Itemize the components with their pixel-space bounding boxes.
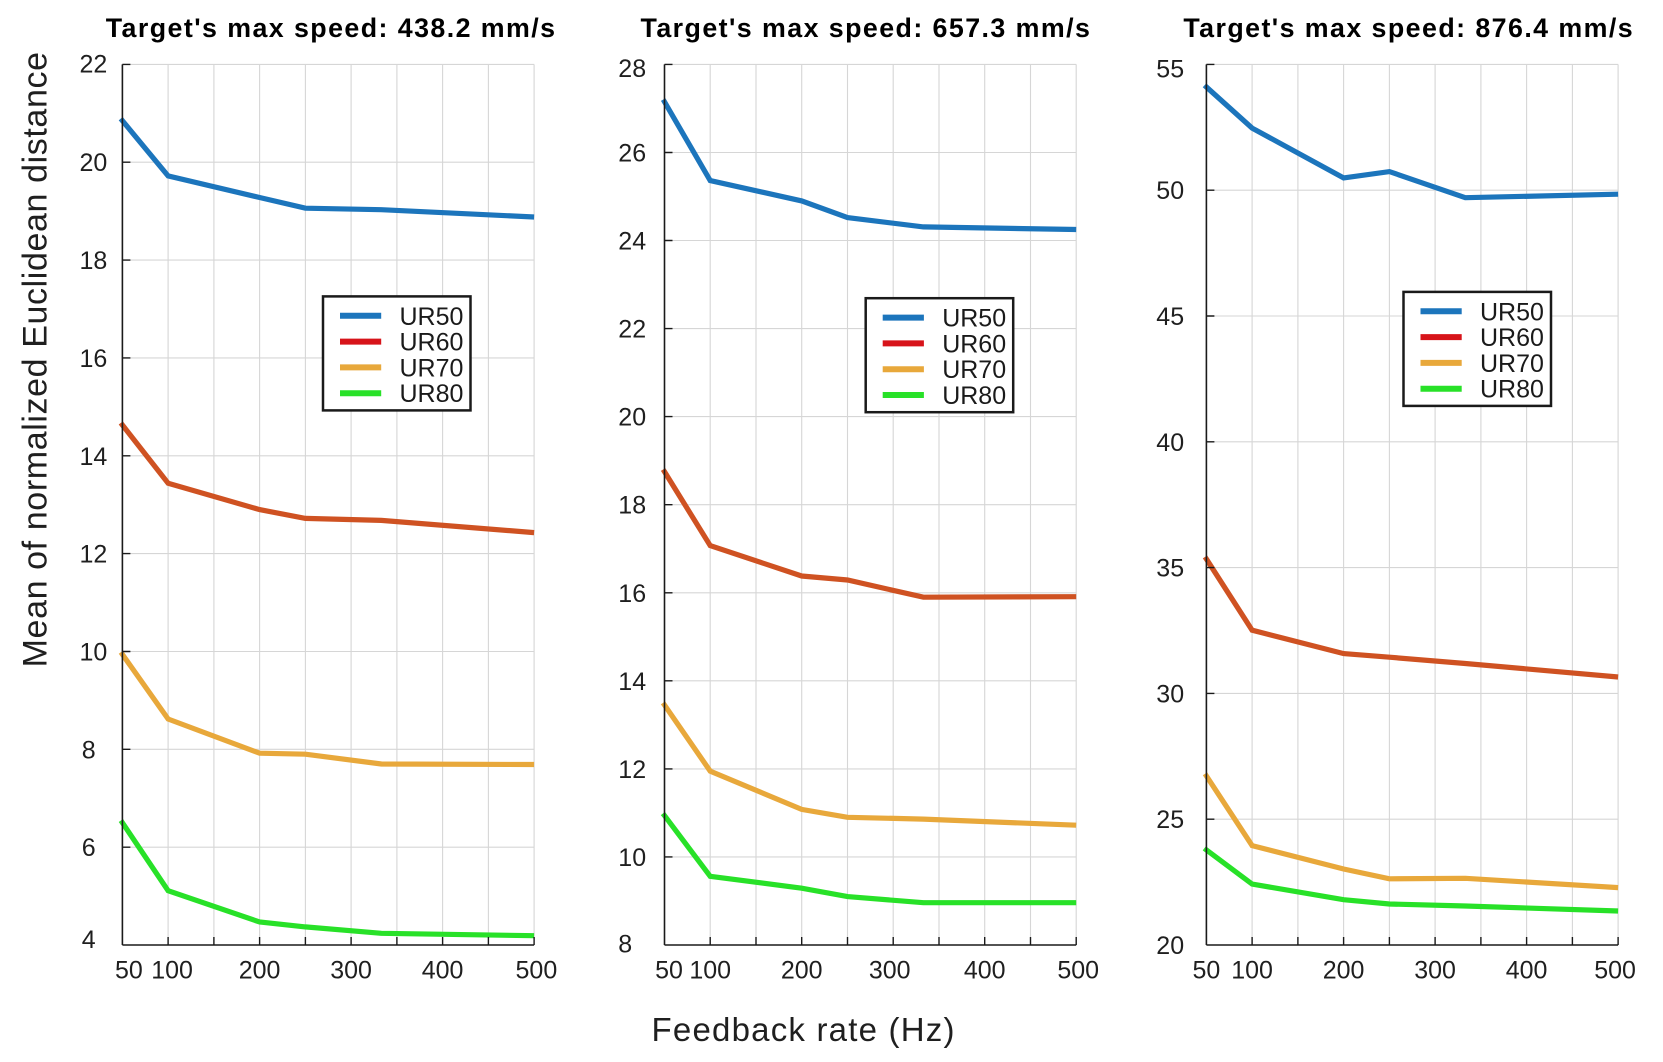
svg-text:20: 20 bbox=[80, 149, 108, 177]
svg-text:35: 35 bbox=[1156, 555, 1184, 583]
svg-text:UR60: UR60 bbox=[1480, 324, 1544, 352]
svg-text:UR70: UR70 bbox=[942, 356, 1006, 384]
svg-text:UR80: UR80 bbox=[942, 382, 1006, 410]
svg-text:20: 20 bbox=[618, 404, 646, 432]
svg-text:14: 14 bbox=[80, 443, 108, 471]
svg-text:500: 500 bbox=[1057, 956, 1099, 984]
svg-text:Target's max speed: 657.3 mm/s: Target's max speed: 657.3 mm/s bbox=[641, 13, 1090, 43]
svg-text:30: 30 bbox=[1156, 680, 1184, 708]
svg-text:8: 8 bbox=[82, 736, 96, 764]
svg-text:UR60: UR60 bbox=[942, 330, 1006, 358]
svg-text:6: 6 bbox=[82, 834, 96, 862]
svg-text:200: 200 bbox=[781, 956, 823, 984]
svg-text:55: 55 bbox=[1156, 56, 1184, 84]
svg-text:UR50: UR50 bbox=[400, 303, 464, 331]
svg-text:18: 18 bbox=[618, 492, 646, 520]
svg-text:500: 500 bbox=[1594, 956, 1636, 984]
svg-text:18: 18 bbox=[80, 247, 108, 275]
svg-text:100: 100 bbox=[1231, 956, 1273, 984]
svg-text:28: 28 bbox=[618, 55, 646, 83]
svg-text:24: 24 bbox=[618, 228, 646, 256]
svg-text:20: 20 bbox=[1156, 932, 1184, 960]
svg-text:50: 50 bbox=[1192, 956, 1220, 984]
svg-text:300: 300 bbox=[869, 956, 911, 984]
svg-text:4: 4 bbox=[82, 926, 96, 954]
svg-text:12: 12 bbox=[80, 541, 108, 569]
svg-text:200: 200 bbox=[239, 956, 281, 984]
svg-text:Feedback rate (Hz): Feedback rate (Hz) bbox=[652, 1011, 955, 1048]
svg-text:50: 50 bbox=[115, 956, 143, 984]
svg-text:Target's max speed: 876.4 mm/s: Target's max speed: 876.4 mm/s bbox=[1183, 13, 1632, 43]
svg-text:UR80: UR80 bbox=[400, 380, 464, 408]
svg-text:UR50: UR50 bbox=[1480, 298, 1544, 326]
svg-text:Target's max speed: 438.2 mm/s: Target's max speed: 438.2 mm/s bbox=[106, 13, 555, 43]
svg-text:12: 12 bbox=[618, 756, 646, 784]
svg-text:300: 300 bbox=[1414, 956, 1456, 984]
svg-text:400: 400 bbox=[1506, 956, 1548, 984]
svg-text:400: 400 bbox=[422, 956, 464, 984]
svg-text:400: 400 bbox=[964, 956, 1006, 984]
svg-text:10: 10 bbox=[618, 844, 646, 872]
svg-text:Mean of normalized Euclidean d: Mean of normalized Euclidean distance bbox=[17, 52, 55, 667]
svg-text:50: 50 bbox=[1156, 177, 1184, 205]
svg-text:200: 200 bbox=[1323, 956, 1365, 984]
svg-text:UR80: UR80 bbox=[1480, 376, 1544, 404]
svg-text:UR60: UR60 bbox=[400, 329, 464, 357]
svg-text:8: 8 bbox=[618, 930, 632, 958]
svg-text:UR50: UR50 bbox=[942, 305, 1006, 333]
svg-text:22: 22 bbox=[618, 316, 646, 344]
svg-text:50: 50 bbox=[655, 956, 683, 984]
svg-text:UR70: UR70 bbox=[1480, 350, 1544, 378]
svg-text:22: 22 bbox=[80, 51, 108, 79]
svg-text:16: 16 bbox=[618, 580, 646, 608]
svg-text:14: 14 bbox=[618, 668, 646, 696]
svg-text:26: 26 bbox=[618, 140, 646, 168]
svg-text:10: 10 bbox=[80, 639, 108, 667]
svg-text:100: 100 bbox=[689, 956, 731, 984]
svg-text:300: 300 bbox=[330, 956, 372, 984]
svg-text:100: 100 bbox=[151, 956, 193, 984]
svg-text:40: 40 bbox=[1156, 429, 1184, 457]
svg-text:UR70: UR70 bbox=[400, 354, 464, 382]
svg-text:500: 500 bbox=[516, 956, 558, 984]
svg-text:25: 25 bbox=[1156, 806, 1184, 834]
svg-text:45: 45 bbox=[1156, 303, 1184, 331]
svg-text:16: 16 bbox=[80, 345, 108, 373]
